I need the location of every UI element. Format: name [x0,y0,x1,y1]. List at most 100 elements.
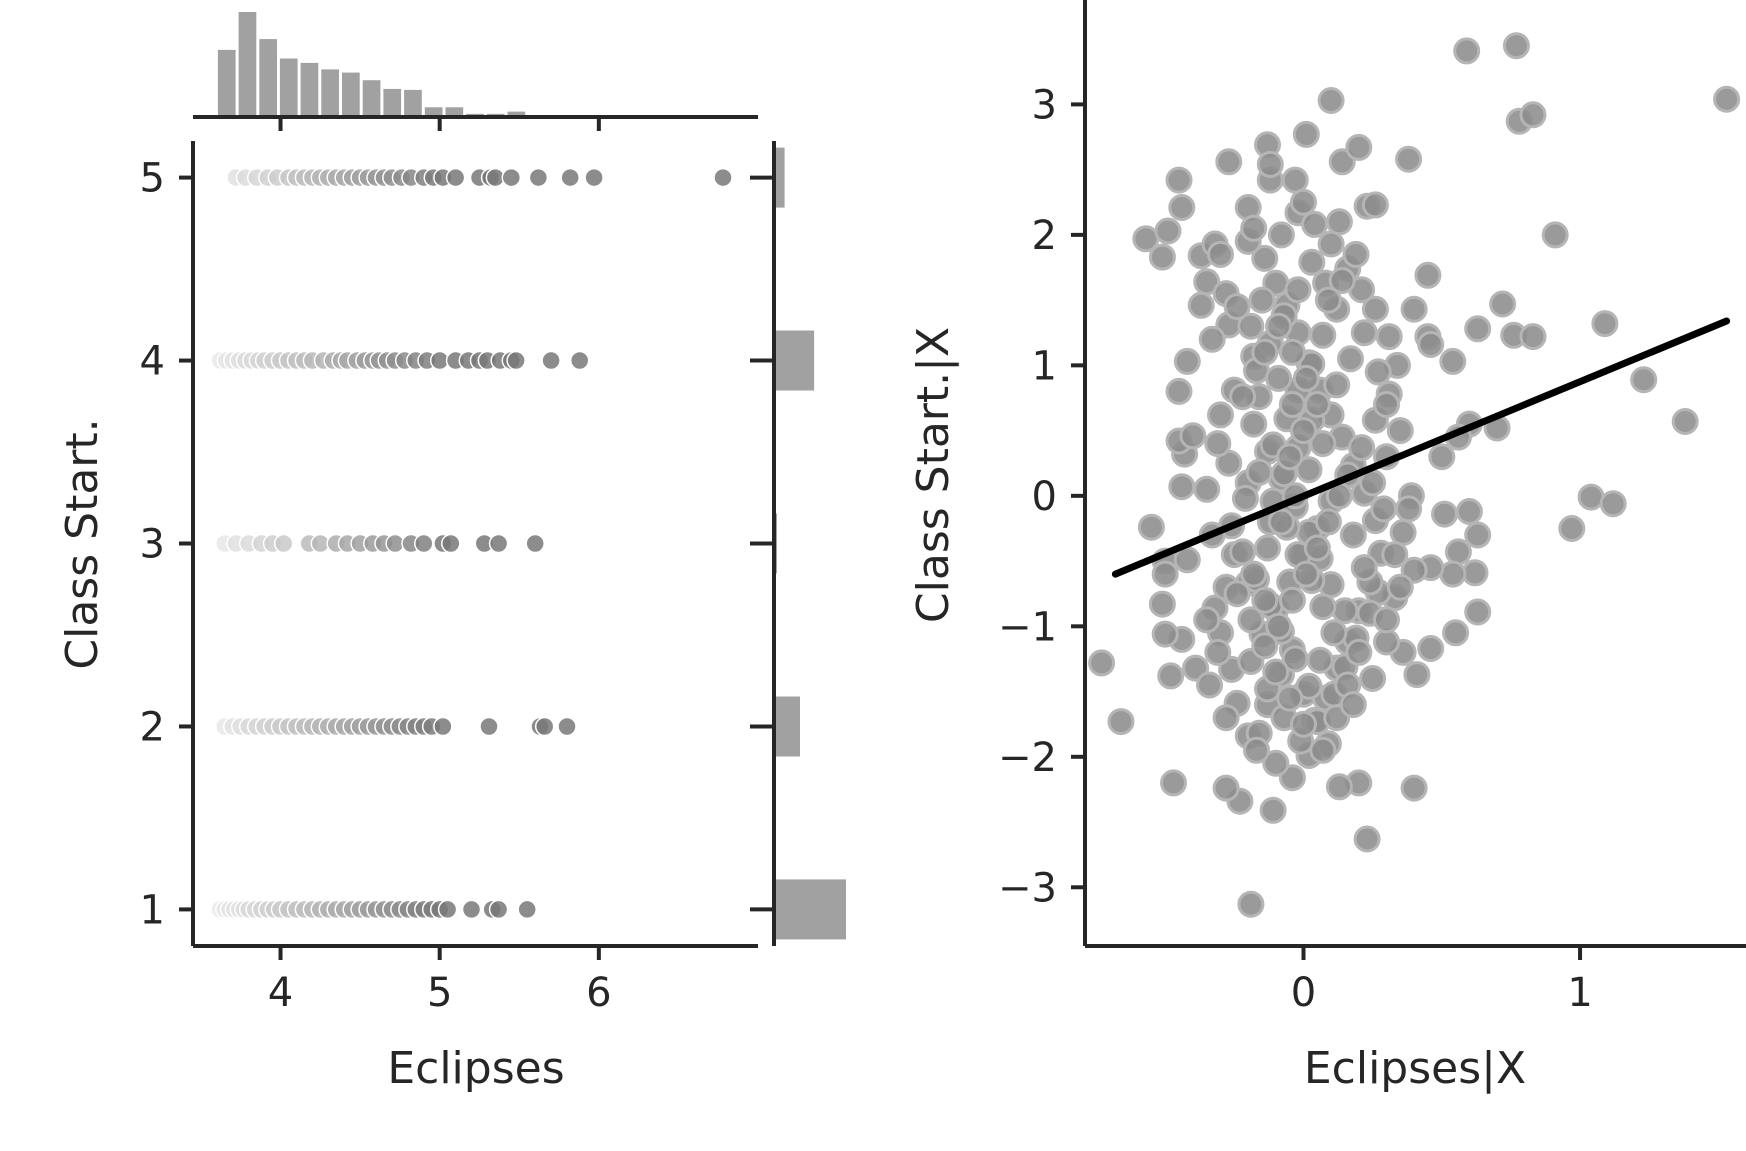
partial-point [1671,408,1699,435]
partial-point [1630,366,1658,394]
partial-point [1276,443,1304,471]
joint-point [557,716,577,737]
marginal-y-bar [774,696,800,757]
partial-point [1281,166,1309,194]
partial-point [1165,166,1193,194]
joint-point [713,167,733,188]
partial-x-tick-label: 1 [1567,970,1592,1016]
partial-point [1339,521,1367,549]
partial-point [1237,890,1265,918]
partial-point [1212,774,1240,802]
partial-point [1314,508,1342,536]
marginal-y-histogram [750,141,846,946]
partial-point [1301,210,1329,238]
partial-point [1256,150,1284,178]
joint-point [441,533,461,554]
partial-point [1248,286,1276,314]
partial-point [1193,268,1221,296]
partial-y-tick-label: −2 [998,735,1057,781]
joint-axes: 4 5 6 1 2 3 4 5 [140,117,758,1016]
marginal-x-bar [321,69,339,117]
partial-point [1292,364,1320,392]
joint-point [506,350,526,371]
joint-plot: 4 5 6 1 2 3 4 5 Eclipses Class Start. [57,12,846,1094]
partial-point [1361,191,1389,219]
partial-point [1240,410,1268,438]
partial-point [1262,658,1290,686]
partial-point [1265,312,1293,340]
joint-scatter-points [210,167,733,920]
partial-point [1278,391,1306,418]
partial-y-tick-label: 2 [1032,213,1057,259]
partial-point [1187,291,1215,319]
partial-point [1317,230,1345,258]
partial-point [1350,554,1378,582]
joint-x-tick-label: 4 [268,970,293,1016]
joint-y-tick-label: 5 [140,156,165,202]
marginal-x-bar [259,39,277,117]
partial-point [1240,214,1268,242]
joint-point [534,716,555,737]
partial-point [1599,490,1627,518]
partial-point [1151,620,1179,648]
partial-point [1303,534,1331,562]
partial-point [1328,148,1356,176]
partial-point [1276,684,1304,712]
partial-y-tick-label: 0 [1032,474,1057,520]
partial-point [1541,221,1569,249]
partial-point [1386,573,1414,601]
partial-point [1204,430,1232,458]
partial-point [1168,194,1196,221]
partial-point [1442,619,1470,647]
partial-point [1198,325,1226,353]
partial-y-tick-label: 1 [1032,343,1057,389]
joint-point [501,167,522,188]
partial-point [1464,315,1492,343]
partial-point [1317,87,1345,114]
marginal-y-bar [774,147,785,208]
partial-point [1154,217,1182,245]
partial-point [1373,391,1400,418]
partial-point [1290,188,1317,216]
partial-point [1168,473,1196,501]
partial-point [1251,586,1279,614]
partial-point [1350,319,1378,347]
partial-regression-points [1088,32,1741,918]
partial-point [1328,267,1356,294]
partial-point [1342,240,1370,268]
partial-point [1231,484,1259,512]
joint-point [433,716,453,737]
marginal-y-bar [774,879,846,940]
partial-point [1323,371,1351,399]
joint-x-tick-label: 5 [427,970,452,1016]
partial-point [1325,773,1353,801]
partial-point [1290,710,1317,738]
regression-line [1111,317,1731,578]
partial-regression-axes: 0 1 −3 −2 −1 0 1 2 3 [998,0,1746,1016]
partial-point [1331,597,1359,625]
partial-point [1267,508,1295,536]
partial-point [1345,133,1373,161]
partial-point [1259,796,1287,824]
joint-point [414,533,434,554]
partial-point [1461,559,1489,587]
partial-y-axis-title: Class Start.|X [908,327,959,623]
partial-point [1237,606,1265,634]
partial-point [1414,261,1442,289]
partial-x-axis-title: Eclipses|X [1304,1043,1526,1094]
partial-y-tick-label: 3 [1032,82,1057,128]
marginal-x-bar [362,80,381,117]
partial-point [1309,321,1337,349]
partial-point [1345,638,1373,666]
partial-point [1165,377,1193,405]
joint-point [525,533,545,554]
joint-x-tick-label: 6 [586,970,611,1016]
partial-point [1298,248,1326,276]
partial-point [1148,590,1176,618]
partial-point [1389,518,1417,546]
marginal-x-bar [342,72,360,117]
marginal-x-bar [238,12,257,117]
partial-point [1151,560,1179,588]
partial-point [1428,443,1456,471]
joint-point [273,533,294,554]
